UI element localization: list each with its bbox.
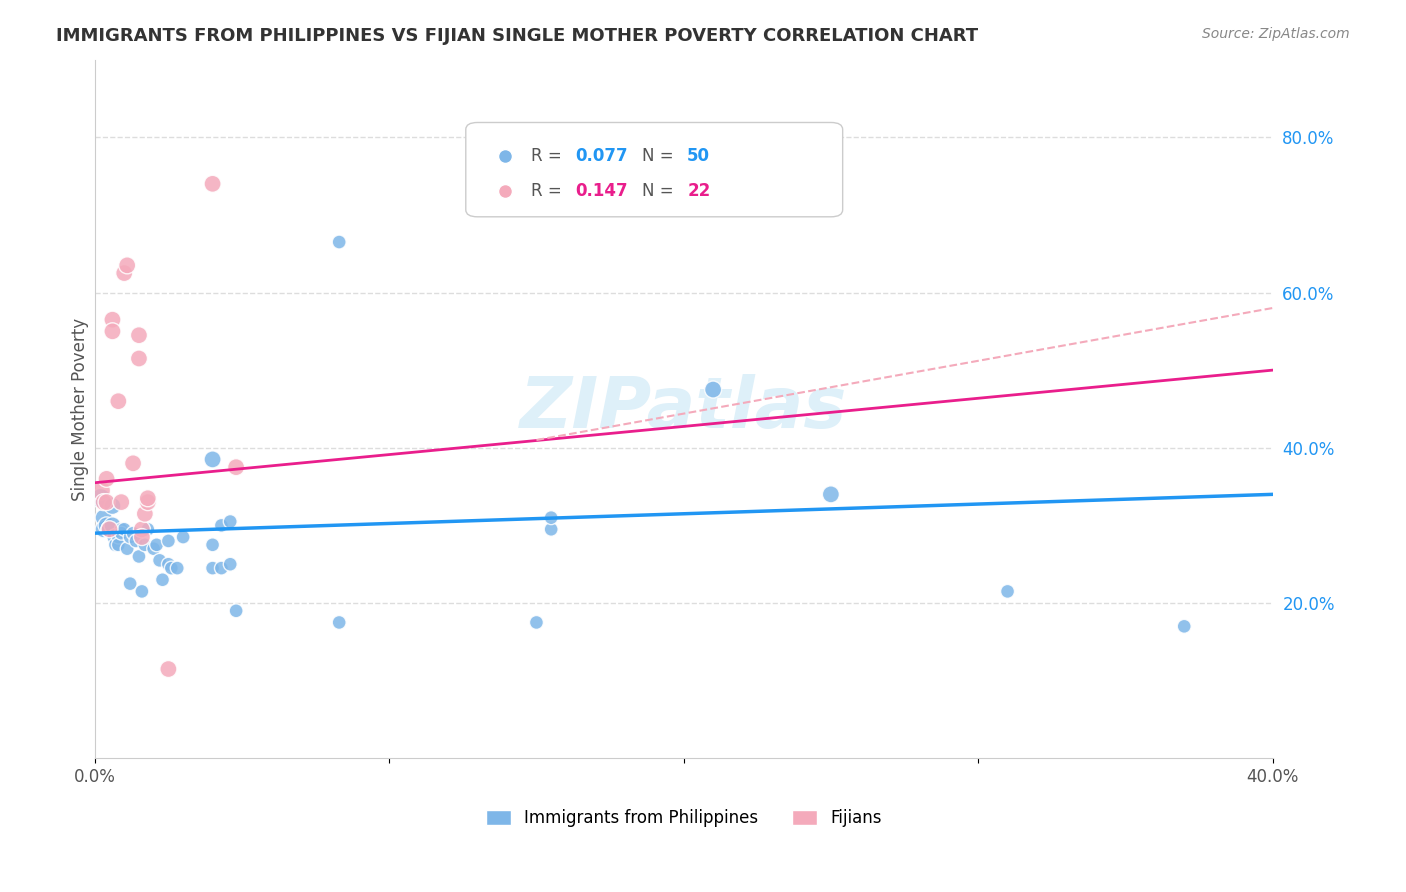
Text: Source: ZipAtlas.com: Source: ZipAtlas.com [1202,27,1350,41]
Point [104,538,127,552]
Point [1108,120,1130,135]
Point [112,522,135,536]
Point [101,312,124,326]
Point [166,561,188,575]
Point [122,526,145,541]
Point [93,522,115,536]
Point [98,522,121,536]
Point [107,538,129,552]
Point [98,522,121,536]
Y-axis label: Single Mother Poverty: Single Mother Poverty [72,318,89,500]
Text: ZIPatlas: ZIPatlas [520,375,848,443]
Point [152,573,174,587]
Point [160,561,183,575]
Legend: Immigrants from Philippines, Fijians: Immigrants from Philippines, Fijians [479,803,889,834]
Point [201,561,224,575]
Point [145,538,167,552]
Point [93,495,115,509]
Point [997,584,1019,599]
Point [134,538,156,552]
Point [219,515,242,529]
Point [120,530,142,544]
Text: IMMIGRANTS FROM PHILIPPINES VS FIJIAN SINGLE MOTHER POVERTY CORRELATION CHART: IMMIGRANTS FROM PHILIPPINES VS FIJIAN SI… [56,27,979,45]
Text: 50: 50 [688,147,710,165]
Text: R =: R = [530,147,561,165]
Point [90,483,112,498]
Point [104,530,127,544]
Point [134,507,156,521]
Text: 22: 22 [688,182,710,200]
Point [112,266,135,280]
Point [1108,82,1130,96]
Point [101,324,124,338]
Point [115,258,138,272]
Point [540,510,562,524]
Point [131,584,153,599]
Point [90,491,112,506]
Point [131,530,153,544]
Point [128,351,150,366]
Point [219,558,242,572]
Point [225,604,247,618]
Point [110,495,132,509]
Text: 0.147: 0.147 [575,182,628,200]
Point [142,541,165,556]
Point [125,533,148,548]
Point [526,615,548,630]
Point [96,518,118,533]
Point [540,522,562,536]
Point [136,522,159,536]
Text: N =: N = [643,147,673,165]
Point [107,530,129,544]
Point [157,662,180,676]
Point [209,561,232,575]
Point [93,510,115,524]
Point [128,328,150,343]
Point [1173,619,1195,633]
Point [148,553,170,567]
Point [225,460,247,475]
Point [157,558,180,572]
Point [136,491,159,506]
Point [201,538,224,552]
Point [702,383,724,397]
Point [120,576,142,591]
Point [136,495,159,509]
Point [107,394,129,409]
Point [96,495,118,509]
Text: N =: N = [643,182,673,200]
Point [96,472,118,486]
Point [328,615,350,630]
Point [110,526,132,541]
Text: 0.077: 0.077 [575,147,628,165]
FancyBboxPatch shape [465,122,842,217]
Text: R =: R = [530,182,561,200]
Point [201,452,224,467]
Point [101,518,124,533]
Point [328,235,350,249]
Point [131,522,153,536]
Point [209,518,232,533]
Point [157,533,180,548]
Point [820,487,842,501]
Point [128,549,150,564]
Point [110,522,132,536]
Point [172,530,194,544]
Point [101,499,124,513]
Point [122,456,145,470]
Point [201,177,224,191]
Point [115,541,138,556]
Point [98,522,121,536]
